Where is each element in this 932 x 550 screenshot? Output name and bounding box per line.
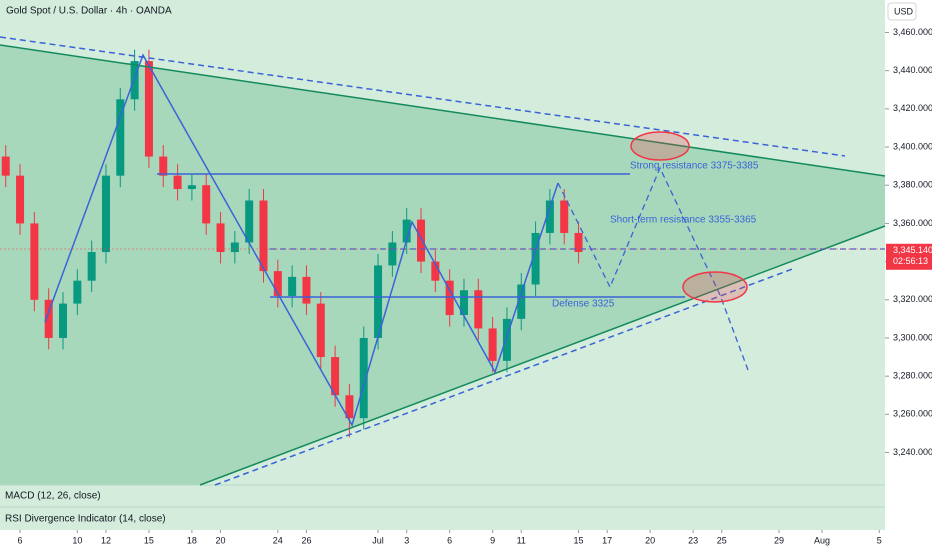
- candle-body: [1, 156, 10, 176]
- candle-body: [517, 284, 526, 319]
- y-tick-label: 3,380.000: [893, 180, 932, 190]
- candle-body: [59, 303, 68, 338]
- annotation: Strong resistance 3375-3385: [630, 161, 759, 172]
- candle-body: [30, 223, 39, 300]
- candle-body: [302, 276, 311, 304]
- x-tick-label: 29: [774, 535, 784, 545]
- candle-body: [130, 61, 139, 100]
- candle-body: [216, 223, 225, 253]
- annotation: Short-term resistance 3355-3365: [610, 215, 757, 226]
- x-tick-label: 12: [101, 535, 111, 545]
- candle-body: [87, 252, 96, 281]
- candle-body: [273, 271, 282, 296]
- candle-body: [560, 200, 569, 233]
- candle-body: [488, 328, 497, 361]
- x-tick-label: 23: [688, 535, 698, 545]
- last-price-box: [886, 243, 932, 270]
- x-tick-label: Jul: [372, 535, 384, 545]
- candle-body: [374, 265, 383, 338]
- candle-body: [259, 200, 268, 272]
- x-tick-label: 20: [216, 535, 226, 545]
- candle-body: [187, 185, 196, 190]
- y-tick-label: 3,240.000: [893, 447, 932, 457]
- last-price-label: 3,345.140: [893, 245, 932, 255]
- upper-trendline: [0, 44, 886, 177]
- lower-trendline: [199, 225, 886, 486]
- y-tick-label: 3,400.000: [893, 141, 932, 151]
- x-tick-label: 5: [877, 535, 882, 545]
- candle-body: [116, 99, 125, 176]
- drawings: [0, 36, 886, 486]
- price-axis: [885, 0, 932, 550]
- y-tick-label: 3,420.000: [893, 103, 932, 113]
- dashed-trendline: [0, 36, 846, 157]
- x-tick-label: 26: [301, 535, 311, 545]
- candle-body: [545, 200, 554, 233]
- candle-body: [417, 219, 426, 262]
- indicator-label: MACD (12, 26, close): [5, 491, 101, 502]
- candle-body: [402, 219, 411, 243]
- x-tick-label: 11: [517, 535, 526, 545]
- candle-body: [73, 280, 82, 304]
- y-tick-label: 3,320.000: [893, 294, 932, 304]
- x-tick-label: 15: [574, 535, 584, 545]
- y-tick-label: 3,460.000: [893, 27, 932, 37]
- x-tick-label: 6: [447, 535, 452, 545]
- candle-body: [431, 261, 440, 281]
- candle-body: [574, 232, 583, 253]
- x-tick-label: 9: [490, 535, 495, 545]
- x-tick-label: 25: [717, 535, 727, 545]
- candle-body: [359, 337, 368, 419]
- candle-body: [288, 276, 297, 296]
- x-tick-label: 10: [72, 535, 82, 545]
- projection-path: [557, 166, 749, 371]
- x-tick-label: 3: [404, 535, 409, 545]
- candle-body: [202, 185, 211, 224]
- dashed-trendline: [214, 267, 796, 486]
- candle-body: [16, 175, 25, 224]
- y-tick-label: 3,260.000: [893, 409, 932, 419]
- candle-body: [44, 299, 53, 338]
- candle-body: [245, 200, 254, 243]
- candle-body: [445, 280, 454, 316]
- y-tick-label: 3,440.000: [893, 65, 932, 75]
- time-axis: [0, 530, 885, 550]
- candle-body: [474, 290, 483, 329]
- candle-body: [331, 357, 340, 396]
- triangle-zone: [0, 45, 885, 485]
- candle-body: [345, 395, 354, 419]
- x-tick-label: 6: [18, 535, 23, 545]
- candle-body: [531, 232, 540, 285]
- currency-box: [887, 2, 917, 21]
- candle-body: [173, 175, 182, 190]
- candles: [1, 49, 583, 438]
- candle-body: [316, 303, 325, 358]
- currency: USD: [894, 6, 914, 16]
- x-tick-label: 15: [144, 535, 154, 545]
- countdown: 02:56:13: [893, 256, 928, 266]
- x-tick-label: 17: [602, 535, 612, 545]
- candle-body: [101, 175, 110, 253]
- chart-title: Gold Spot / U.S. Dollar · 4h · OANDA: [6, 6, 172, 17]
- x-tick-label: 24: [273, 535, 283, 545]
- y-tick-label: 3,280.000: [893, 371, 932, 381]
- resistance-ellipse: [630, 131, 690, 161]
- candle-body: [144, 61, 153, 157]
- candle-body: [159, 156, 168, 176]
- indicator-label: RSI Divergence Indicator (14, close): [5, 514, 166, 525]
- y-tick-label: 3,300.000: [893, 332, 932, 342]
- candle-body: [459, 290, 468, 316]
- x-tick-label: 18: [187, 535, 197, 545]
- x-tick-label: 20: [645, 535, 655, 545]
- defense-ellipse: [682, 271, 748, 303]
- candle-body: [388, 242, 397, 266]
- wave-path: [44, 53, 559, 427]
- candle-body: [230, 242, 239, 253]
- candle-body: [502, 318, 511, 361]
- x-tick-label: Aug: [814, 535, 830, 545]
- y-tick-label: 3,360.000: [893, 218, 932, 228]
- annotation: Defense 3325: [552, 299, 615, 310]
